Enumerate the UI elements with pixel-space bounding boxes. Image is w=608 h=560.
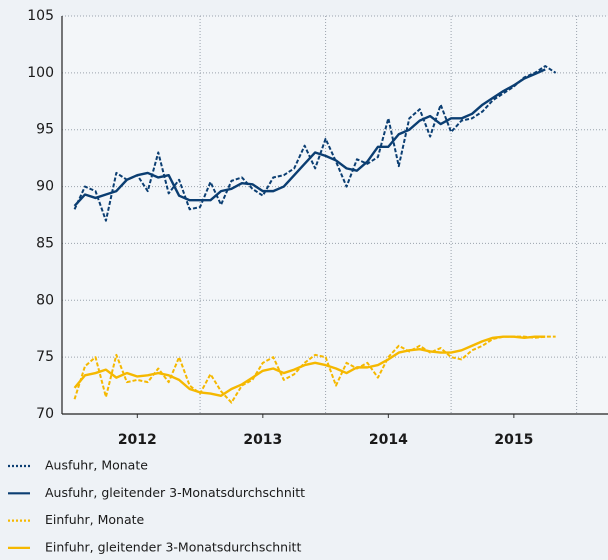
y-tick-label: 100 <box>27 65 54 81</box>
x-tick-label: 2014 <box>369 432 408 448</box>
plot-area <box>62 16 608 414</box>
y-tick-label: 80 <box>36 292 54 308</box>
y-tick-label: 75 <box>36 349 54 365</box>
series-line <box>73 335 546 398</box>
series-line <box>73 65 557 222</box>
legend-label: Ausfuhr, gleitender 3-Monatsdurchschnitt <box>45 485 305 500</box>
y-tick-label: 70 <box>36 406 54 422</box>
legend-label: Einfuhr, gleitender 3-Monatsdurchschnitt <box>45 539 301 554</box>
y-tick-label: 90 <box>36 179 54 195</box>
x-tick-label: 2015 <box>494 432 533 448</box>
legend-label: Ausfuhr, Monate <box>45 458 148 473</box>
y-tick-label: 85 <box>36 235 54 251</box>
legend-label: Einfuhr, Monate <box>45 512 145 527</box>
series-line <box>73 68 546 207</box>
x-tick-label: 2012 <box>118 432 157 448</box>
y-tick-label: 105 <box>27 8 54 24</box>
y-tick-label: 95 <box>36 122 54 138</box>
x-tick-label: 2013 <box>243 432 282 448</box>
